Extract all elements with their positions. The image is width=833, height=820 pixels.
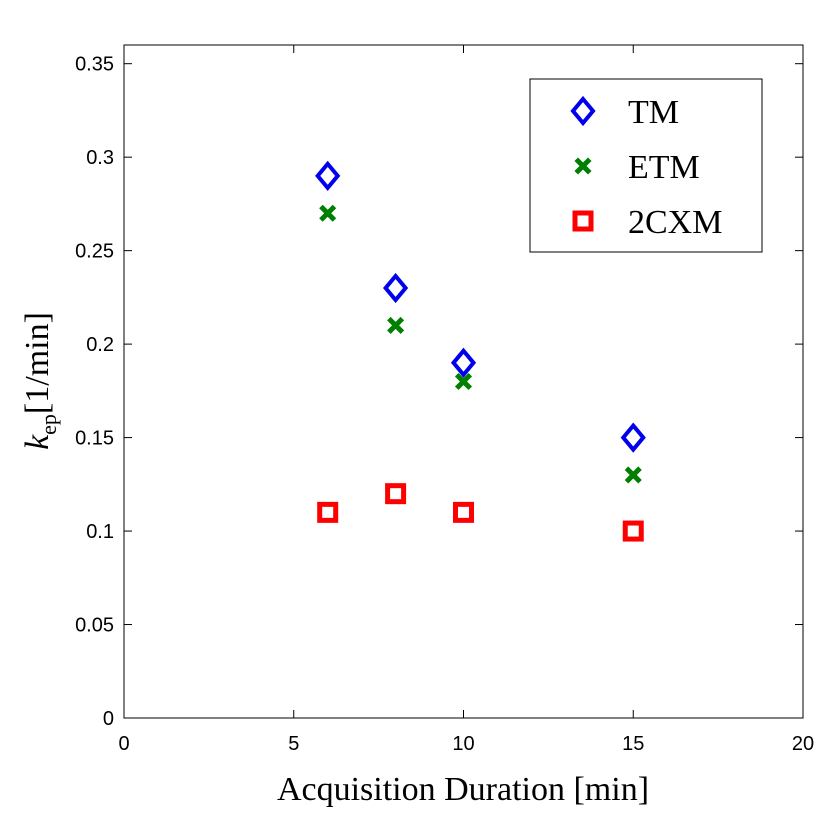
- point-2cxm: [385, 483, 407, 505]
- legend: TM ETM 2CXM: [529, 78, 763, 253]
- y-tick-label: 0.05: [75, 615, 114, 637]
- legend-entry-tm: TM: [570, 94, 679, 131]
- data-marks: [315, 160, 646, 542]
- y-tick-label: 0: [103, 708, 114, 730]
- point-tm: [450, 347, 477, 378]
- point-tm: [382, 272, 409, 304]
- y-tick-label: 0.2: [86, 334, 114, 356]
- legend-marker-etm: [574, 157, 592, 175]
- legend-entry-etm: ETM: [574, 149, 700, 186]
- axis-ticks: 0 5 10 15 20 0 0.05 0.1 0.15 0.2 0.25 0.3 0.35: [75, 45, 814, 755]
- series-tm: [315, 160, 646, 453]
- y-tick-label: 0.15: [75, 428, 114, 450]
- series-etm: [319, 204, 642, 484]
- y-axis-title: kep[1/min]: [19, 312, 61, 450]
- x-tick-label: 10: [452, 733, 474, 755]
- x-tick-label: 15: [622, 733, 644, 755]
- point-etm: [454, 372, 473, 391]
- legend-marker-tm: [570, 95, 596, 127]
- point-2cxm: [453, 501, 474, 523]
- x-tick-label: 0: [118, 733, 129, 755]
- y-tick-label: 0.3: [86, 147, 114, 169]
- point-etm: [624, 466, 642, 484]
- y-tick-label: 0.1: [86, 521, 114, 543]
- point-tm: [620, 422, 646, 453]
- point-2cxm: [317, 501, 339, 523]
- legend-entry-2cxm: 2CXM: [572, 204, 722, 241]
- y-tick-label: 0.35: [75, 54, 114, 76]
- point-2cxm: [622, 520, 644, 542]
- x-tick-label: 20: [792, 733, 814, 755]
- y-tick-label: 0.25: [75, 241, 114, 263]
- legend-label: TM: [628, 94, 679, 131]
- point-tm: [315, 160, 341, 191]
- series-2cxm: [317, 483, 644, 542]
- legend-label: ETM: [628, 149, 700, 186]
- x-tick-label: 5: [288, 733, 299, 755]
- x-axis-title: Acquisition Duration [min]: [277, 771, 649, 808]
- legend-label: 2CXM: [628, 204, 722, 241]
- point-etm: [319, 204, 337, 222]
- point-etm: [387, 316, 405, 334]
- legend-marker-2cxm: [572, 210, 594, 232]
- legend-box: [529, 78, 763, 253]
